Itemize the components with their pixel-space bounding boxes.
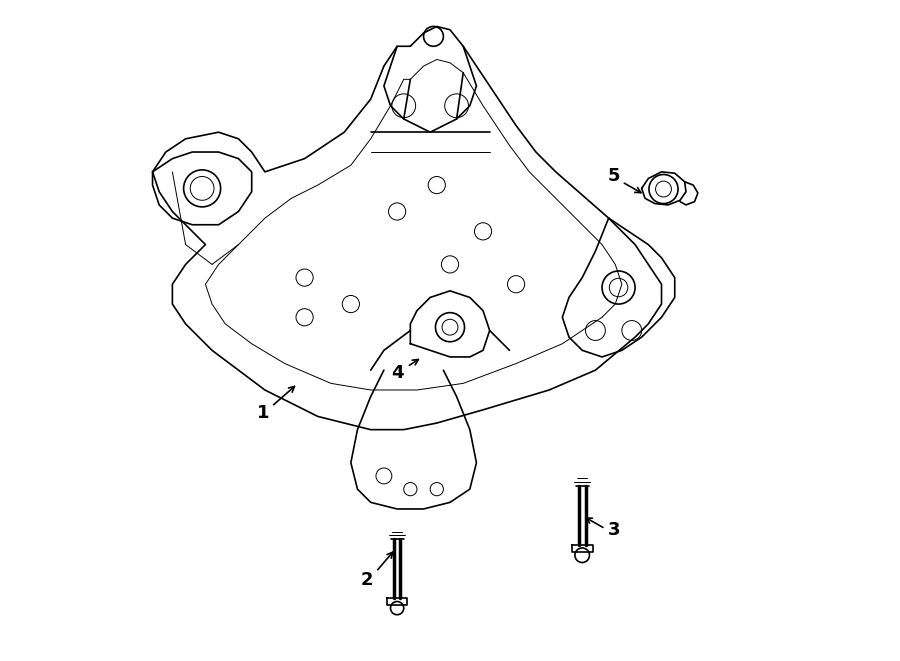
Text: 2: 2 [361, 571, 374, 590]
Text: 1: 1 [257, 404, 270, 422]
Text: 5: 5 [608, 167, 620, 186]
Text: 4: 4 [391, 364, 403, 383]
Text: 3: 3 [608, 521, 620, 539]
